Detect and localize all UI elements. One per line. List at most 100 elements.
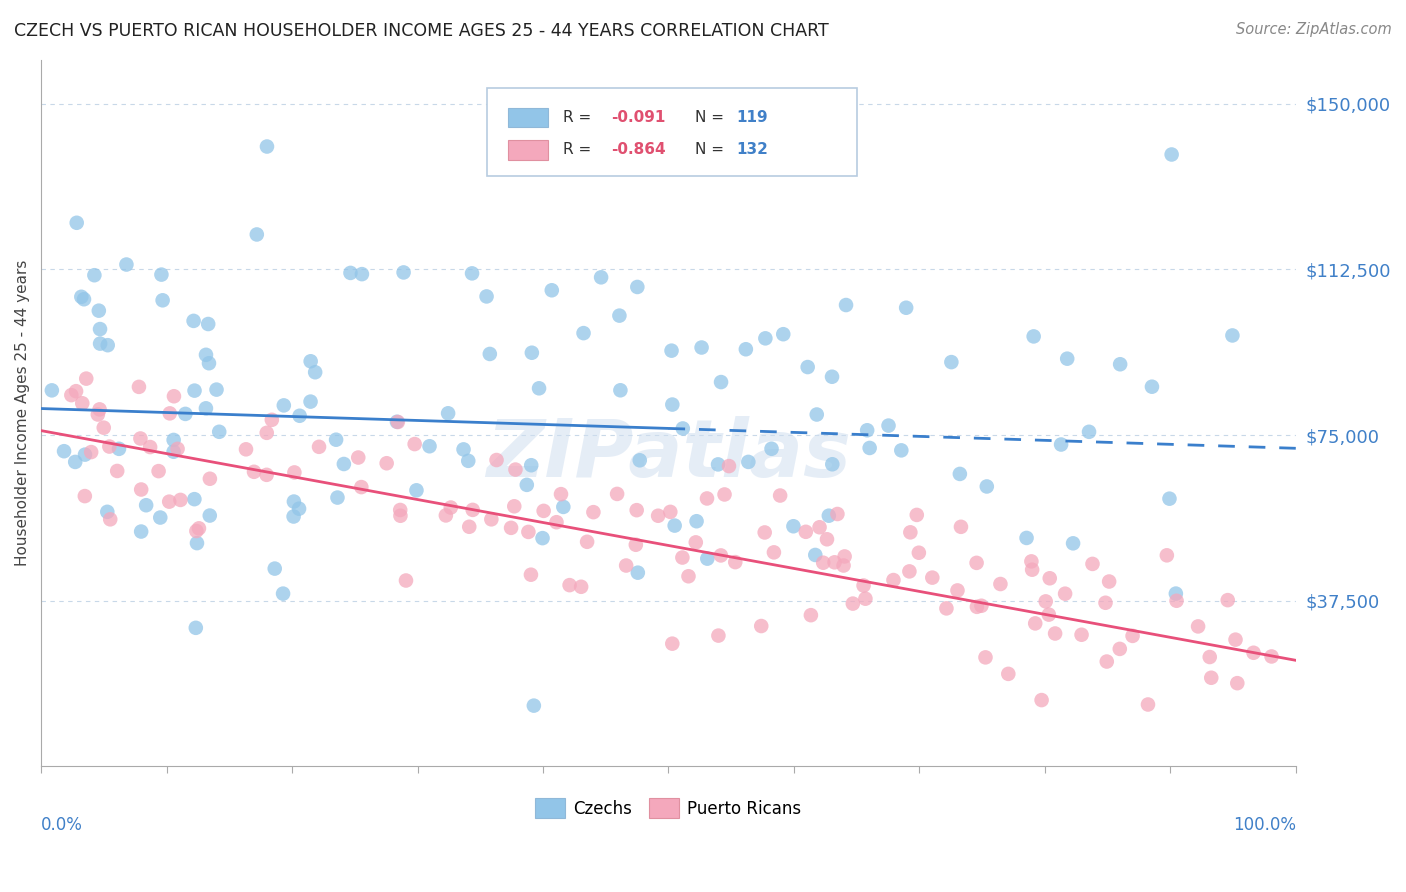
Point [626, 503, 648, 517]
Point [671, 550, 693, 565]
Point [163, 389, 186, 403]
Point [105, 464, 128, 478]
Point [273, 398, 295, 412]
Point [288, 501, 311, 516]
Point [520, 458, 543, 473]
Point [184, 621, 207, 635]
Text: N =: N = [695, 143, 728, 157]
Point [501, 521, 523, 535]
Point [855, 591, 877, 606]
Point [661, 398, 683, 412]
Point [1225, 632, 1247, 647]
Point [808, 520, 831, 534]
Point [659, 505, 682, 519]
Point [169, 492, 191, 507]
Point [576, 534, 599, 549]
Point [966, 599, 988, 614]
Point [1156, 549, 1178, 563]
Point [347, 450, 370, 465]
Point [804, 548, 827, 562]
Text: 100.0%: 100.0% [1233, 816, 1296, 834]
Point [198, 508, 221, 523]
Point [63, 455, 86, 469]
Point [89, 402, 111, 417]
Point [949, 520, 972, 534]
Point [135, 498, 157, 512]
Point [550, 487, 572, 501]
Point [1031, 693, 1053, 707]
Point [976, 479, 998, 493]
Text: R =: R = [562, 110, 596, 125]
Point [815, 533, 838, 547]
Point [89, 336, 111, 351]
Point [531, 531, 554, 545]
Point [256, 139, 278, 153]
Point [1140, 380, 1163, 394]
Point [299, 354, 322, 368]
Point [75, 371, 97, 385]
Point [1038, 607, 1060, 622]
Point [877, 418, 900, 433]
Point [66, 216, 89, 230]
Point [326, 491, 349, 505]
Point [243, 465, 266, 479]
Point [186, 536, 208, 550]
Point [614, 558, 637, 573]
Point [696, 491, 718, 506]
Point [246, 227, 269, 242]
Point [672, 421, 695, 435]
Point [1098, 574, 1121, 589]
Point [626, 280, 648, 294]
Point [395, 574, 418, 588]
Text: R =: R = [562, 143, 596, 157]
Point [1108, 641, 1130, 656]
Point [392, 265, 415, 279]
Point [827, 507, 849, 521]
Point [710, 549, 733, 563]
Point [128, 380, 150, 394]
Point [1039, 571, 1062, 585]
Point [523, 698, 546, 713]
Point [859, 441, 882, 455]
Point [1160, 147, 1182, 161]
Point [1109, 357, 1132, 371]
Point [1226, 676, 1249, 690]
Text: N =: N = [695, 110, 728, 125]
Point [796, 359, 818, 374]
Point [558, 578, 581, 592]
Point [325, 433, 347, 447]
Point [148, 464, 170, 478]
Point [591, 270, 613, 285]
Point [263, 561, 285, 575]
Point [457, 454, 479, 468]
Point [1024, 616, 1046, 631]
Point [60, 388, 83, 402]
Point [1260, 649, 1282, 664]
Point [89, 322, 111, 336]
Point [949, 467, 972, 481]
Point [533, 504, 555, 518]
Point [288, 409, 311, 423]
Point [194, 401, 217, 416]
Point [333, 457, 356, 471]
Point [762, 545, 785, 559]
Point [647, 508, 669, 523]
Point [304, 365, 326, 379]
Point [198, 356, 221, 370]
Point [935, 601, 957, 615]
Point [115, 258, 138, 272]
Point [546, 515, 568, 529]
Point [87, 408, 110, 422]
Point [527, 381, 550, 395]
Point [83, 268, 105, 283]
Point [941, 355, 963, 369]
Point [434, 508, 457, 523]
Point [520, 345, 543, 359]
Point [437, 406, 460, 420]
Point [921, 571, 943, 585]
Point [737, 455, 759, 469]
Legend: Czechs, Puerto Ricans: Czechs, Puerto Ricans [529, 791, 808, 825]
Text: -0.091: -0.091 [610, 110, 665, 125]
Point [1222, 328, 1244, 343]
Point [418, 439, 440, 453]
